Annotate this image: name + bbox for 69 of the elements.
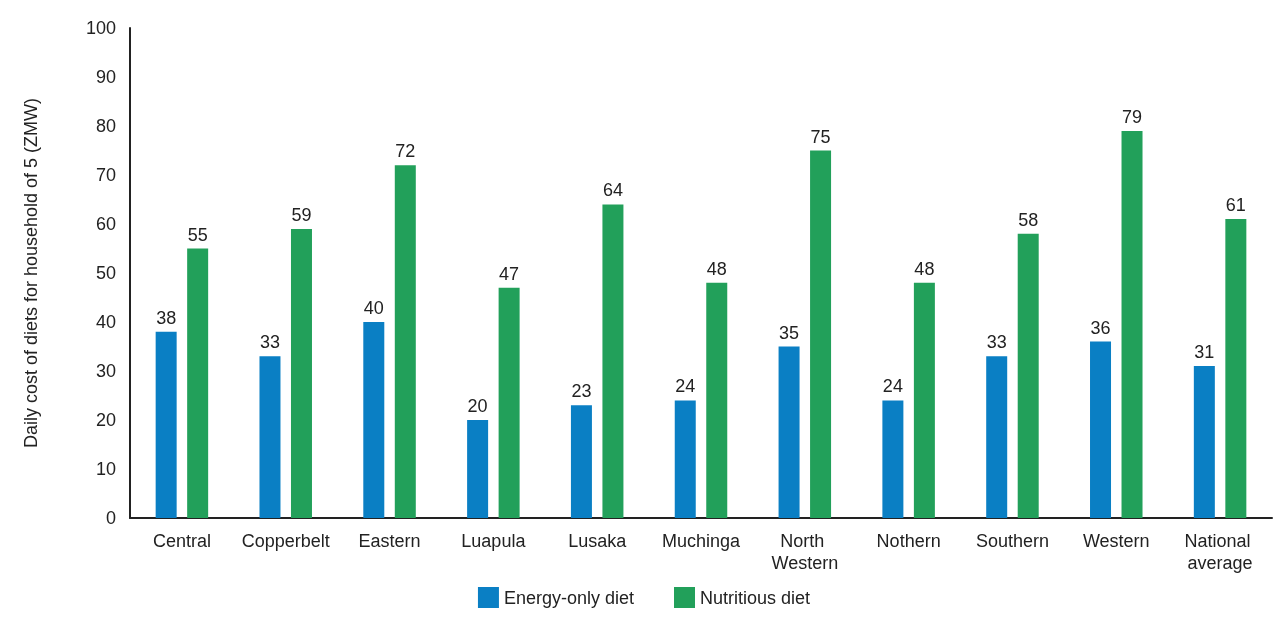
x-tick-label: Lusaka: [568, 531, 628, 551]
x-tick-label: Luapula: [461, 531, 527, 551]
y-tick-label: 20: [95, 410, 116, 430]
x-tick-label: Copperbelt: [241, 531, 330, 551]
y-tick-label: 40: [95, 312, 116, 332]
legend-label: Nutritious diet: [700, 587, 811, 608]
bar: [882, 400, 904, 518]
y-axis-title: Daily cost of diets for household of 5 (ZMW): [21, 97, 41, 449]
bar: [290, 228, 312, 518]
data-label: 31: [1194, 342, 1215, 363]
y-tick-label: 70: [95, 165, 116, 185]
x-tick-label: Muchinga: [661, 531, 742, 551]
data-label: 61: [1225, 195, 1246, 216]
bar: [155, 331, 177, 518]
bar: [394, 165, 416, 518]
y-tick-label: 100: [85, 18, 116, 38]
bar: [602, 204, 624, 518]
bar: [986, 356, 1008, 518]
data-label: 48: [706, 258, 727, 279]
data-label: 20: [467, 396, 488, 416]
bar: [498, 287, 520, 518]
bar: [706, 282, 728, 518]
bar: [913, 282, 935, 518]
data-label: 59: [291, 204, 312, 225]
bar: [810, 150, 832, 518]
bar: [1090, 341, 1112, 518]
x-tick-label: Nothern: [876, 531, 941, 551]
data-label: 58: [1018, 209, 1039, 230]
data-label: 79: [1122, 106, 1143, 127]
data-label: 23: [571, 381, 592, 402]
bar: [187, 248, 209, 518]
y-tick-label: 10: [95, 459, 116, 479]
data-label: 64: [602, 180, 623, 201]
x-tick-label: National average: [1184, 531, 1256, 573]
data-label: 33: [259, 332, 280, 353]
x-tick-label: North Western: [771, 531, 839, 573]
data-label: 55: [187, 224, 208, 245]
bar: [1225, 219, 1247, 518]
bar: [1121, 130, 1143, 518]
data-label: 72: [395, 141, 416, 162]
y-tick-label: 50: [95, 263, 116, 283]
x-tick-label: Central: [152, 531, 211, 551]
bar: [674, 400, 696, 518]
bar: [259, 356, 281, 518]
data-label: 75: [810, 126, 831, 147]
data-label: 33: [986, 332, 1007, 353]
data-label: 47: [499, 263, 520, 284]
y-tick-label: 30: [95, 361, 116, 381]
bar: [1193, 366, 1215, 518]
x-tick-label: Western: [1082, 531, 1150, 551]
legend-label: Energy-only diet: [503, 587, 635, 608]
data-label: 36: [1090, 317, 1111, 338]
y-tick-label: 0: [105, 508, 116, 528]
bar: [467, 420, 489, 518]
data-label: 40: [363, 298, 384, 318]
bar: [778, 346, 800, 518]
bar: [1017, 233, 1039, 518]
x-tick-label: Southern: [975, 531, 1049, 551]
x-tick-label: Eastern: [358, 531, 421, 551]
data-label: 48: [914, 258, 935, 279]
data-label: 24: [675, 376, 696, 397]
data-label: 24: [882, 376, 903, 397]
y-tick-label: 80: [95, 116, 116, 136]
bar: [570, 405, 592, 518]
bar: [363, 322, 385, 518]
data-label: 35: [779, 322, 800, 343]
y-tick-label: 90: [95, 67, 116, 87]
data-label: 38: [156, 307, 177, 328]
y-tick-label: 60: [95, 214, 116, 234]
